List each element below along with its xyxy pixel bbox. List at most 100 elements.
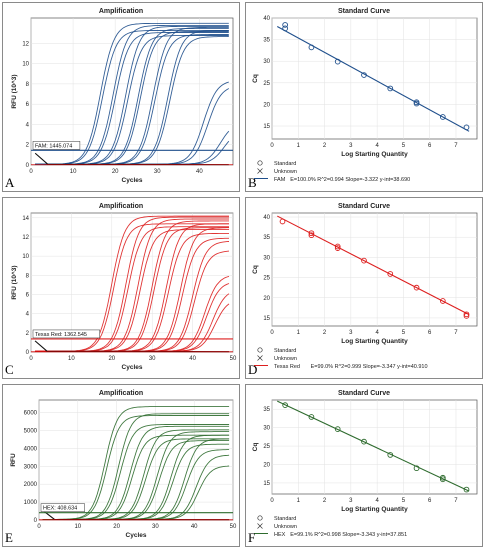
y-axis-label: RFU [10,453,17,467]
x-tick-label: 2 [323,330,327,336]
standard-point [387,452,394,458]
legend-standard-label: Standard [274,161,296,167]
y-tick-label: 2 [26,331,30,337]
y-tick-label: 4000 [24,446,38,452]
x-tick-label: 30 [149,356,156,362]
panel-e-amplification: Amplification 0 10 20 30 40 50 0 1000 2000 3000 400… [2,384,240,547]
chart-title: Amplification [99,390,143,397]
legend-standard-label: Standard [274,516,296,522]
chart-title: Standard Curve [338,390,390,397]
standard-point [308,414,315,420]
x-axis-label: Cycles [122,364,143,371]
legend-fit-channel: Texas Red [274,364,300,370]
y-axis-label: Cq [252,443,259,452]
threshold-label: Texas Red: 1362.545 [35,332,87,338]
panel-a-amplification: Amplification 0 10 20 30 40 0 2 4 6 8 10 12 Cycles RFU… [2,2,240,192]
x-tick-label: 1 [297,330,301,336]
panel-letter-d: D [248,362,258,377]
x-tick-label: 0 [270,498,274,504]
y-tick-label: 0 [26,163,30,169]
panel-letter-c: C [5,362,14,377]
y-tick-label: 35 [263,235,270,241]
legend-standard-marker [257,160,263,166]
amplification-chart-a: Amplification 0 10 20 30 40 0 2 4 6 8 10 12 Cycles RFU… [10,8,234,184]
threshold-label-box [32,329,100,339]
y-tick-label: 25 [263,81,270,87]
legend-unknown-label: Unknown [274,524,297,530]
legend-unknown-marker [257,355,263,361]
x-tick-label: 30 [154,169,161,175]
standard-point [463,311,470,318]
y-tick-label: 30 [263,59,270,65]
standard-point [282,22,288,28]
x-tick-label: 5 [402,330,406,336]
x-tick-label: 10 [70,169,77,175]
x-tick-label: 6 [428,143,432,149]
standard-point [308,232,315,239]
x-tick-label: 0 [270,143,274,149]
panel-letter-b: B [248,175,257,190]
standard-point [308,230,315,237]
y-tick-label: 20 [263,296,270,302]
legend-standard-marker [257,515,263,521]
standard-point [413,100,420,107]
x-tick-label: 5 [402,498,406,504]
x-tick-label: 4 [375,143,379,149]
x-tick-label: 2 [323,498,327,504]
y-tick-label: 6 [26,102,30,108]
x-tick-label: 10 [74,524,81,530]
standard-point [413,465,420,472]
y-tick-label: 2 [26,143,30,149]
standard-point [387,85,394,92]
x-axis-label: Cycles [126,532,147,539]
y-tick-label: 14 [22,216,29,222]
standard-point [463,313,470,319]
y-tick-label: 5000 [24,428,38,434]
standard-point [361,438,367,445]
y-axis-label: Cq [252,265,259,274]
y-tick-label: 15 [263,481,270,487]
legend-unknown-marker [257,523,263,529]
standard-point [282,25,288,32]
x-tick-label: 0 [29,356,33,362]
x-tick-label: 3 [349,498,353,504]
legend-standard-label: Standard [274,348,296,354]
standard-point [361,72,367,78]
x-tick-label: 1 [297,143,301,149]
standard-point [308,44,315,51]
legend-unknown-label: Unknown [274,169,297,175]
standard-point [439,298,446,304]
amplification-chart-e: Amplification 0 10 20 30 40 50 0 1000 2000 3000 400… [10,390,237,539]
y-tick-label: 20 [263,102,270,108]
standard-curve-chart-f: Standard Curve 0 1 2 3 4 5 6 7 15 20 25 30 35 Log Star… [252,390,478,538]
x-axis-label: Log Starting Quantity [341,506,408,513]
x-tick-label: 50 [230,356,237,362]
x-tick-label: 0 [270,330,274,336]
x-tick-label: 20 [112,169,119,175]
y-tick-label: 12 [22,235,29,241]
panel-letter-a: A [5,175,15,190]
standard-point [387,271,394,277]
x-tick-label: 6 [428,498,432,504]
y-tick-label: 15 [263,316,270,322]
standard-point [334,58,341,65]
x-tick-label: 40 [189,356,196,362]
y-tick-label: 3000 [24,464,38,470]
y-tick-label: 12 [22,41,29,47]
y-tick-label: 0 [26,350,30,356]
y-tick-label: 1000 [24,500,38,506]
panel-letter-e: E [5,530,13,545]
x-tick-label: 7 [454,498,458,504]
y-tick-label: 15 [263,124,270,130]
y-tick-label: 6000 [24,411,38,417]
legend-fit-stats: E=100.0% R^2=0.994 Slope=-3.322 y-int=38… [290,177,410,183]
standard-point [413,284,420,291]
y-tick-label: 35 [263,38,270,44]
threshold-label-box [40,503,85,512]
y-tick-label: 4 [26,312,30,318]
legend-fit-stats: E=99.1% R^2=0.998 Slope=-3.343 y-int=37.… [290,532,407,538]
amplification-curve-2 [35,29,229,165]
x-tick-label: 20 [113,524,120,530]
y-tick-label: 25 [263,276,270,282]
standard-point [463,486,470,493]
